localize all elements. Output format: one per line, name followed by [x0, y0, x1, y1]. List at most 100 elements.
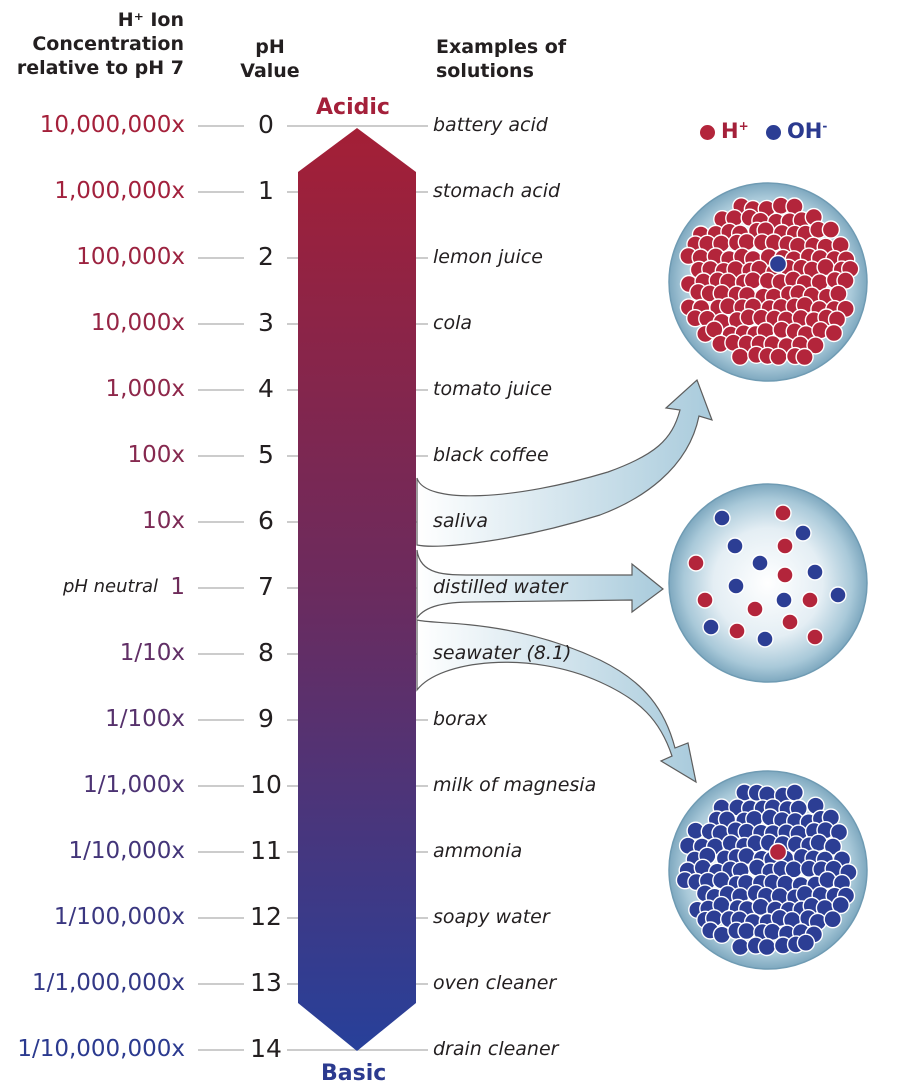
oh-ion-particle: [785, 783, 804, 802]
h-ion-particle: [696, 591, 714, 609]
h-ion-particle: [730, 347, 750, 366]
acidic-particles: [679, 196, 860, 367]
ph-gradient-arrow: [298, 128, 416, 1051]
oh-ion-particle: [756, 630, 774, 648]
h-ion-particle: [801, 591, 819, 609]
h-ion-particle: [806, 628, 824, 646]
example-solution: black coffee: [433, 444, 549, 466]
ph-number: 7: [258, 572, 274, 601]
example-solution: stomach acid: [433, 180, 561, 202]
examples-header-line-1: Examples of: [436, 36, 567, 58]
h-ion-particle: [774, 504, 792, 522]
ph-number: 5: [258, 440, 274, 469]
ph-value-header-line-2: Value: [240, 60, 300, 82]
oh-ion-dot-icon: [765, 124, 781, 140]
oh-ion-particle: [731, 937, 750, 957]
example-solution: drain cleaner: [433, 1038, 559, 1060]
legend-h-ion: H+: [700, 119, 749, 143]
oh-ion-particle: [727, 577, 745, 595]
ph-number: 9: [258, 704, 274, 733]
ph-number: 0: [258, 110, 274, 139]
ph-number: 6: [258, 506, 274, 535]
concentration-value: 100x: [127, 442, 185, 468]
ph-number: 10: [250, 770, 282, 799]
legend-oh-label: OH: [786, 119, 823, 143]
example-solution: saliva: [433, 510, 488, 532]
h-ion-particle: [776, 537, 794, 555]
oh-ion-particle: [829, 586, 847, 604]
concentration-header: H⁺ Ion Concentration relative to pH 7: [17, 8, 184, 80]
h-ion-particle: [821, 220, 841, 239]
oh-ion-particle: [806, 563, 824, 581]
concentration-value: 1,000x: [105, 376, 185, 402]
legend-oh-sup: -: [822, 119, 828, 133]
oh-ion-particle: [794, 524, 812, 542]
particle-legend: H+ OH-: [700, 118, 837, 143]
ph-number: 4: [258, 374, 274, 403]
concentration-value: 10,000x: [90, 310, 185, 336]
ph-number: 1: [258, 176, 274, 205]
ph-number: 12: [250, 902, 282, 931]
oh-ion-particle: [775, 591, 793, 609]
concentration-value: 1/100x: [105, 706, 185, 732]
h-ion-particle: [776, 566, 794, 584]
legend-oh-ion: OH-: [765, 119, 828, 143]
oh-ion-particle: [702, 618, 720, 636]
oh-ion-particle: [823, 910, 842, 929]
examples-header: Examples of solutions: [436, 35, 566, 83]
basic-flow-arrow: [416, 619, 697, 784]
ph-value-header-line-1: pH: [255, 36, 285, 58]
concentration-header-line-3: relative to pH 7: [16, 57, 184, 79]
h-ion-particle: [746, 600, 764, 618]
ph-neutral-label: pH neutral: [62, 576, 158, 597]
concentration-value: 10,000,000x: [39, 112, 185, 138]
example-solution: soapy water: [433, 906, 550, 928]
ph-number: 8: [258, 638, 274, 667]
example-solution: tomato juice: [433, 378, 553, 400]
h-ion-particle: [687, 554, 705, 572]
example-solution: lemon juice: [433, 246, 543, 268]
concentration-value: 100,000x: [76, 244, 185, 270]
concentration-value: 1/100,000x: [53, 904, 185, 930]
legend-h-label: H: [721, 119, 739, 143]
concentration-header-line-1: H⁺ Ion: [117, 9, 184, 31]
concentration-header-line-2: Concentration: [32, 33, 184, 55]
concentration-value: 1/10,000x: [68, 838, 185, 864]
oh-ion-particle: [768, 254, 788, 274]
oh-ion-particle: [831, 895, 850, 915]
oh-ion-particle: [796, 933, 816, 952]
h-ion-dot-icon: [700, 124, 715, 140]
concentration-value: 1,000,000x: [54, 178, 185, 204]
ph-number: 14: [250, 1034, 282, 1063]
h-ion-particle: [806, 336, 825, 355]
neutral-particles: [687, 504, 847, 648]
neutral-solution-sphere: [668, 483, 868, 683]
example-solution: oven cleaner: [433, 972, 557, 994]
basic-particles: [675, 783, 858, 957]
concentration-value: 1/10,000,000x: [17, 1036, 185, 1062]
h-ion-particle: [824, 323, 844, 343]
example-solution: battery acid: [433, 114, 548, 136]
h-ion-particle: [728, 622, 746, 640]
example-solution: distilled water: [433, 576, 568, 598]
h-ion-particle: [781, 613, 799, 631]
oh-ion-particle: [713, 509, 731, 527]
example-solution: seawater (8.1): [433, 642, 572, 664]
concentration-value: 10x: [142, 508, 185, 534]
h-ion-particle: [769, 347, 788, 366]
ph-number: 13: [250, 968, 282, 997]
examples-header-line-2: solutions: [436, 60, 534, 82]
ph-value-header: pH Value: [235, 35, 305, 83]
ph-number: 3: [258, 308, 274, 337]
ph-number: 11: [250, 836, 282, 865]
concentration-value: 1: [170, 574, 185, 600]
example-solution: cola: [433, 312, 472, 334]
example-solution: ammonia: [433, 840, 523, 862]
basic-label: Basic: [321, 1061, 387, 1086]
oh-ion-particle: [726, 537, 744, 555]
acidic-label: Acidic: [316, 95, 390, 120]
ph-number: 2: [258, 242, 274, 271]
h-ion-particle: [795, 347, 814, 367]
legend-h-sup: +: [738, 119, 749, 133]
